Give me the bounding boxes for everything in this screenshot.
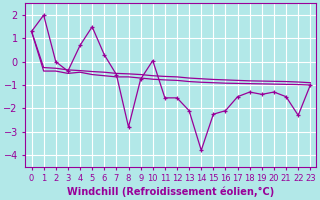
X-axis label: Windchill (Refroidissement éolien,°C): Windchill (Refroidissement éolien,°C) (67, 186, 275, 197)
